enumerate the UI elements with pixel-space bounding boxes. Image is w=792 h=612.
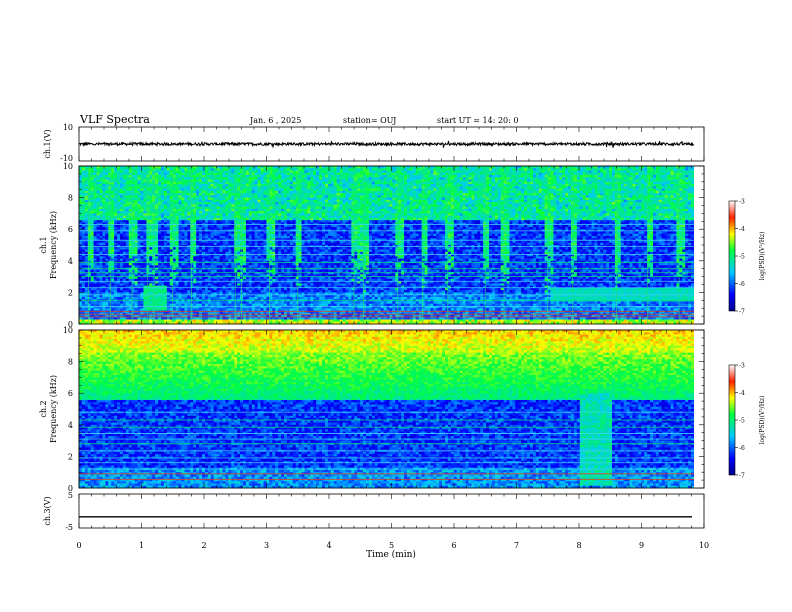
ch1-spectrogram-image — [79, 166, 704, 324]
freq-tick-label: 2 — [68, 452, 73, 461]
time-tick-label: 1 — [139, 541, 144, 550]
colorbar-tick-label: -4 — [739, 390, 745, 397]
time-tick-label: 3 — [264, 541, 269, 550]
ch3-ylabel: ch.3(V) — [43, 496, 52, 525]
freq-tick-label: 2 — [68, 288, 73, 297]
time-tick-label: 4 — [326, 541, 331, 550]
colorbar-tick-label: -6 — [739, 445, 745, 452]
ch1-ytick-top: 10 — [63, 123, 73, 132]
ch3-waveform-panel: 5 -5 ch.3(V) — [43, 491, 704, 532]
colorbar-tick-label: -3 — [739, 363, 745, 370]
colorbar-tick-label: -4 — [739, 226, 745, 233]
time-tick-label: 10 — [699, 541, 709, 550]
colorbar-tick-label: -7 — [739, 473, 745, 480]
time-tick-label: 0 — [76, 541, 81, 550]
ch1-colorbar: -3 -4 -5 -6 -7 log(PSD)(V²/Hz) — [729, 199, 766, 316]
ch2-colorbar-label: log(PSD)(V²/Hz) — [759, 396, 766, 445]
ch2-colorbar: -3 -4 -5 -6 -7 log(PSD)(V²/Hz) — [729, 363, 766, 480]
freq-tick-label: 6 — [68, 389, 73, 398]
ch1-colorbar-label: log(PSD)(V²/Hz) — [759, 232, 766, 281]
figure-start-time: start UT = 14: 20: 0 — [437, 116, 518, 125]
colorbar-tick-label: -5 — [739, 418, 745, 425]
figure-date: Jan. 6 , 2025 — [249, 116, 301, 125]
time-tick-label: 2 — [201, 541, 206, 550]
freq-tick-label: 6 — [68, 225, 73, 234]
time-tick-label: 8 — [576, 541, 581, 550]
time-tick-label: 7 — [514, 541, 519, 550]
time-tick-label: 9 — [639, 541, 644, 550]
ch3-ytick-bottom: -5 — [65, 523, 73, 532]
ch1-spec-ylabel-line1: ch.1 — [39, 236, 48, 253]
freq-tick-label: 4 — [68, 257, 73, 266]
ch2-spec-ylabel-line1: ch.2 — [39, 400, 48, 417]
freq-tick-label: 8 — [68, 194, 73, 203]
colorbar-tick-label: -6 — [739, 281, 745, 288]
colorbar-tick-label: -7 — [739, 309, 745, 316]
ch2-spec-ylabel-line2: Frequency (kHz) — [49, 375, 58, 443]
colorbar-tick-label: -3 — [739, 199, 745, 206]
freq-tick-label: 10 — [63, 162, 73, 171]
time-tick-label: 6 — [451, 541, 456, 550]
colorbar-tick-label: -5 — [739, 254, 745, 261]
time-tick-label: 5 — [389, 541, 394, 550]
figure-title: VLF Spectra — [79, 113, 150, 126]
ch1-ylabel: ch.1(V) — [43, 129, 52, 158]
ch2-spectrogram-image — [79, 330, 704, 488]
figure-station: station= OUJ — [343, 116, 396, 125]
ch3-ytick-top: 5 — [68, 491, 73, 500]
x-axis-label: Time (min) — [366, 549, 416, 560]
freq-tick-label: 8 — [68, 358, 73, 367]
ch1-spec-ylabel-line2: Frequency (kHz) — [49, 211, 58, 279]
freq-tick-label: 10 — [63, 326, 73, 335]
time-axis-labels: 0 1 2 3 4 5 6 7 8 9 10 — [76, 541, 709, 550]
freq-tick-label: 4 — [68, 421, 73, 430]
ch1-waveform-panel: 10 -10 ch.1(V) — [43, 123, 704, 163]
